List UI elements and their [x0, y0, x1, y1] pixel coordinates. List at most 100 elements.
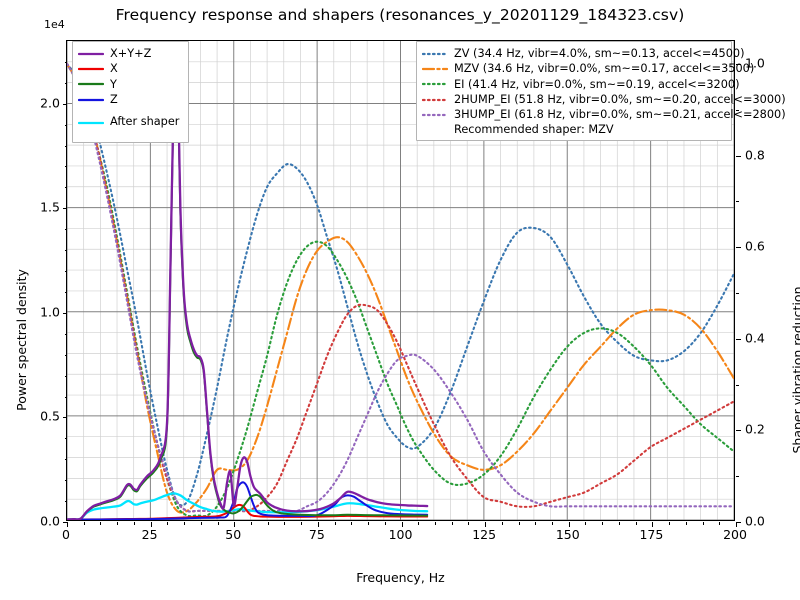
- axis-tick-mark: [217, 522, 219, 525]
- y-tick-label-left: 0.0: [40, 513, 60, 529]
- axis-tick-mark: [64, 187, 67, 189]
- legend-shapers: ZV (34.4 Hz, vibr=4.0%, sm~=0.13, accel<…: [416, 41, 786, 141]
- axis-tick-mark: [736, 63, 741, 65]
- axis-tick-mark: [62, 522, 67, 523]
- axis-tick-mark: [736, 247, 741, 249]
- x-tick-label: 75: [308, 527, 325, 542]
- y-tick-label-left: 1.0: [40, 304, 60, 320]
- legend-swatch-line: [422, 52, 448, 55]
- axis-tick-mark: [100, 522, 102, 525]
- axis-tick-mark: [200, 522, 202, 525]
- legend-color-swatch: [78, 78, 104, 90]
- legend-item-label: ZV (34.4 Hz, vibr=4.0%, sm~=0.13, accel<…: [454, 46, 745, 60]
- legend-item-y[interactable]: Y: [78, 77, 182, 92]
- axis-tick-mark: [552, 522, 554, 525]
- axis-tick-mark: [62, 312, 67, 314]
- axis-tick-mark: [501, 522, 503, 525]
- legend-item-label: Z: [110, 92, 118, 106]
- axis-tick-mark: [64, 333, 67, 335]
- axis-tick-mark: [401, 522, 403, 527]
- axis-tick-mark: [64, 124, 67, 126]
- axis-tick-mark: [418, 522, 420, 525]
- axis-tick-mark: [736, 338, 741, 340]
- axis-tick-mark: [67, 522, 68, 527]
- axis-tick-mark: [62, 208, 67, 210]
- axis-tick-mark: [64, 166, 67, 168]
- legend-swatch-line: [422, 114, 448, 117]
- axis-tick-mark: [64, 480, 67, 482]
- axis-tick-mark: [301, 522, 303, 525]
- legend-item-label: EI (41.4 Hz, vibr=0.0%, sm~=0.19, accel<…: [454, 77, 740, 91]
- axis-tick-mark: [62, 417, 67, 419]
- legend-item-label: MZV (34.6 Hz, vibr=0.0%, sm~=0.17, accel…: [454, 62, 755, 76]
- axis-tick-mark: [64, 396, 67, 398]
- axis-tick-mark: [167, 522, 169, 525]
- legend-item-3hump_ei[interactable]: 3HUMP_EI (61.8 Hz, vibr=0.0%, sm~=0.21, …: [422, 108, 786, 123]
- axis-tick-mark: [451, 522, 453, 525]
- axis-tick-mark: [284, 522, 286, 525]
- legend-color-swatch: [422, 48, 448, 60]
- axis-tick-mark: [736, 155, 741, 157]
- axis-tick-mark: [736, 476, 739, 478]
- axis-tick-mark: [669, 522, 671, 525]
- legend-item-z[interactable]: Z: [78, 92, 182, 107]
- axis-tick-mark: [736, 430, 741, 432]
- axis-tick-mark: [434, 522, 436, 525]
- legend-item-2hump_ei[interactable]: 2HUMP_EI (51.8 Hz, vibr=0.0%, sm~=0.20, …: [422, 92, 786, 107]
- axis-tick-mark: [736, 109, 739, 111]
- legend-item-x-y-z[interactable]: X+Y+Z: [78, 46, 182, 61]
- axis-tick-mark: [64, 501, 67, 503]
- axis-tick-mark: [64, 375, 67, 377]
- legend-item-ei[interactable]: EI (41.4 Hz, vibr=0.0%, sm~=0.19, accel<…: [422, 77, 739, 92]
- axis-tick-mark: [133, 522, 135, 525]
- legend-item-label: X: [110, 62, 118, 76]
- axis-tick-mark: [64, 354, 67, 356]
- legend-item-label: Y: [110, 77, 117, 91]
- axis-tick-mark: [317, 522, 319, 527]
- y-tick-label-left: 2.0: [40, 95, 60, 111]
- legend-color-swatch: [78, 94, 104, 106]
- legend-color-swatch: [78, 117, 104, 129]
- y-tick-label-left: 0.5: [40, 408, 60, 424]
- axis-tick-mark: [535, 522, 537, 525]
- shaper-curve-zv: [67, 62, 734, 507]
- y-tick-label-right: 1.0: [745, 55, 765, 71]
- legend-item-after-shaper[interactable]: After shaper: [78, 108, 182, 138]
- axis-tick-mark: [736, 292, 739, 294]
- psd-curve-x-y-z: [67, 56, 429, 520]
- axis-tick-mark: [736, 201, 739, 203]
- legend-item-label: 2HUMP_EI (51.8 Hz, vibr=0.0%, sm~=0.20, …: [454, 92, 786, 106]
- legend-swatch-line: [422, 98, 448, 101]
- axis-tick-mark: [334, 522, 336, 525]
- axis-tick-mark: [184, 522, 186, 525]
- plot-svg: [67, 41, 734, 520]
- axis-tick-mark: [736, 522, 741, 523]
- legend-item-mzv[interactable]: MZV (34.6 Hz, vibr=0.0%, sm~=0.17, accel…: [422, 61, 754, 76]
- legend-item-label: X+Y+Z: [110, 46, 152, 60]
- axis-tick-mark: [618, 522, 620, 525]
- axis-tick-mark: [518, 522, 520, 525]
- legend-color-swatch: [78, 48, 104, 60]
- axis-tick-mark: [64, 145, 67, 147]
- legend-swatch-line: [422, 83, 448, 86]
- x-tick-label: 100: [388, 527, 413, 542]
- legend-item-x[interactable]: X: [78, 61, 182, 76]
- axis-tick-mark: [62, 103, 67, 105]
- x-tick-label: 50: [225, 527, 242, 542]
- axis-tick-mark: [117, 522, 119, 525]
- x-tick-label: 0: [62, 527, 70, 542]
- axis-tick-mark: [250, 522, 252, 525]
- axis-tick-mark: [64, 61, 67, 63]
- x-tick-label: 150: [555, 527, 580, 542]
- axis-tick-mark: [635, 522, 637, 525]
- axis-tick-mark: [64, 291, 67, 293]
- legend-item-zv[interactable]: ZV (34.4 Hz, vibr=4.0%, sm~=0.13, accel<…: [422, 46, 744, 61]
- x-tick-label: 125: [472, 527, 497, 542]
- axis-tick-mark: [736, 384, 739, 386]
- axis-tick-mark: [64, 438, 67, 440]
- legend-color-swatch: [422, 109, 448, 121]
- axis-tick-mark: [64, 229, 67, 231]
- legend-item-label: 3HUMP_EI (61.8 Hz, vibr=0.0%, sm~=0.21, …: [454, 108, 786, 122]
- y-tick-label-right: 0.2: [745, 421, 765, 437]
